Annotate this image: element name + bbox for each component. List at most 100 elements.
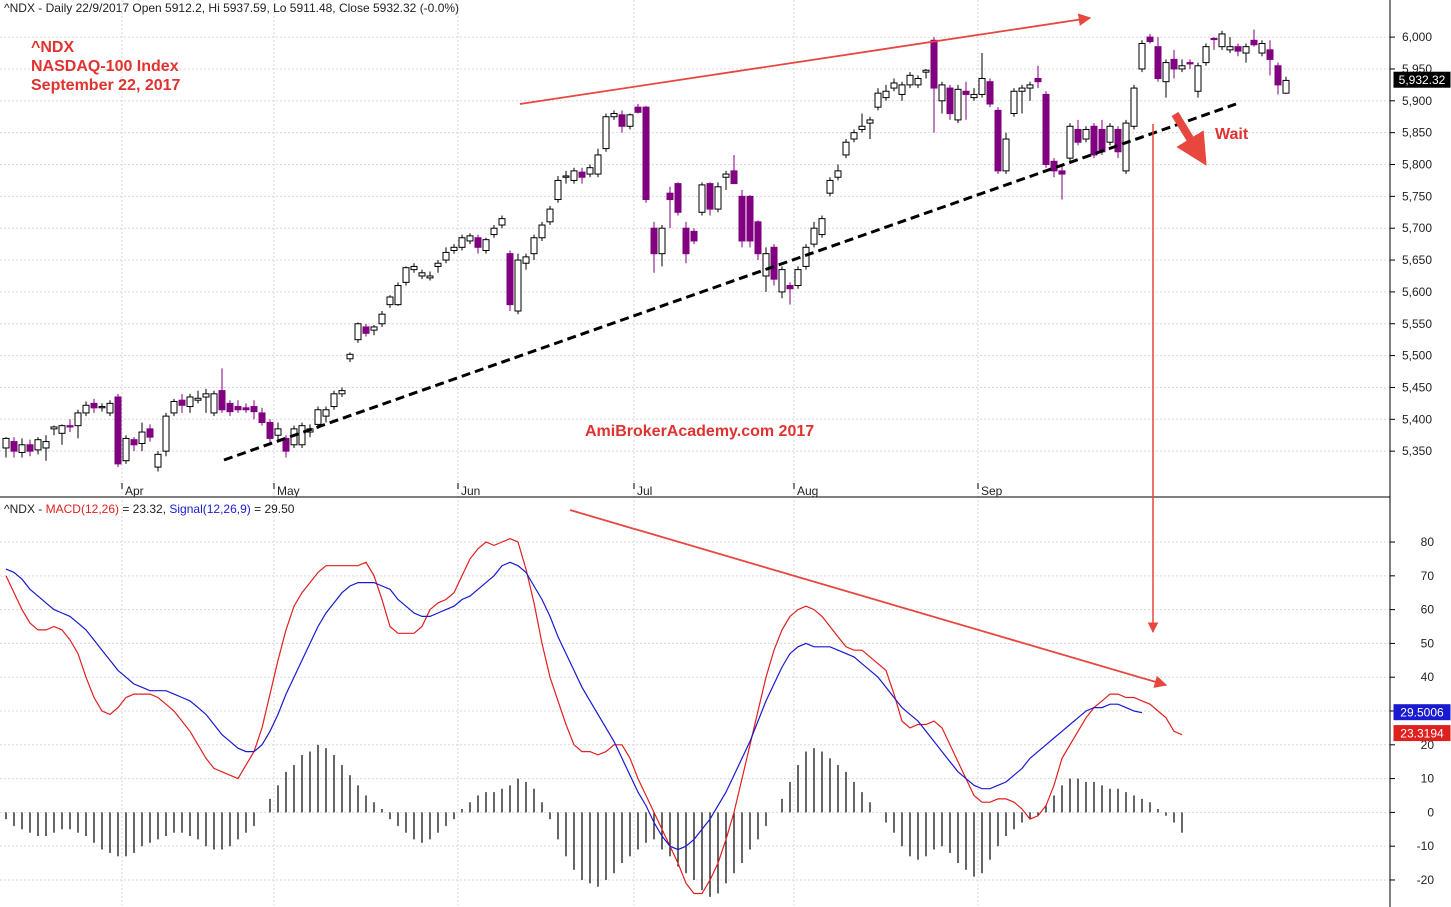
candle-body bbox=[210, 393, 218, 414]
candle-body bbox=[1186, 62, 1194, 65]
candle bbox=[818, 215, 826, 238]
candle bbox=[626, 113, 634, 130]
candle bbox=[106, 400, 114, 417]
last-price-badge-box bbox=[1393, 71, 1451, 88]
candle bbox=[1170, 49, 1178, 79]
candle-body bbox=[1058, 170, 1066, 175]
candle bbox=[34, 437, 42, 455]
resistance-trendline-arrow bbox=[519, 13, 1092, 105]
price-tick-label: 5,900 bbox=[1402, 94, 1432, 108]
candle bbox=[810, 221, 818, 248]
candle-body bbox=[1010, 90, 1018, 115]
candle bbox=[946, 84, 954, 120]
candle-body bbox=[690, 230, 698, 242]
candle-body bbox=[762, 253, 770, 277]
candle-body bbox=[1202, 46, 1210, 64]
candle-body bbox=[58, 425, 66, 434]
candle bbox=[858, 113, 866, 133]
candle-body bbox=[146, 428, 154, 438]
candle-body bbox=[858, 125, 866, 130]
macd-value-badge-box bbox=[1393, 725, 1451, 742]
candle-body bbox=[666, 192, 674, 201]
candle bbox=[1226, 37, 1234, 54]
candle-body bbox=[202, 393, 210, 398]
candle bbox=[738, 189, 746, 248]
candle-body bbox=[1178, 65, 1186, 70]
candle bbox=[1282, 76, 1290, 94]
candle bbox=[50, 425, 58, 436]
candle bbox=[666, 186, 674, 229]
candle-body bbox=[82, 404, 90, 414]
candle bbox=[586, 164, 594, 178]
candle bbox=[1234, 43, 1242, 57]
candle bbox=[1130, 84, 1138, 130]
candle bbox=[258, 407, 266, 426]
candle bbox=[1242, 43, 1250, 63]
candle bbox=[442, 247, 450, 264]
candle bbox=[570, 167, 578, 184]
candle-body bbox=[850, 132, 858, 140]
candle bbox=[1050, 158, 1058, 178]
candle-body bbox=[650, 227, 658, 255]
watermark-text: AmiBrokerAcademy.com 2017 bbox=[585, 423, 815, 440]
candle-body bbox=[490, 227, 498, 236]
candle bbox=[1218, 30, 1226, 50]
candle bbox=[610, 110, 618, 120]
annotations: 5,932.32 29.5006 23.3194 bbox=[223, 13, 1451, 742]
candle-body bbox=[114, 396, 122, 465]
candle-body bbox=[842, 141, 850, 156]
candle-body bbox=[250, 406, 258, 413]
candle-body bbox=[1066, 125, 1074, 159]
candle-body bbox=[802, 246, 810, 267]
candle-body bbox=[1130, 87, 1138, 127]
candle bbox=[194, 390, 202, 404]
candle-body bbox=[530, 237, 538, 255]
candle-body bbox=[258, 412, 266, 423]
candle bbox=[394, 282, 402, 306]
candle-body bbox=[1122, 122, 1130, 172]
candle-body bbox=[794, 269, 802, 287]
candle bbox=[1178, 59, 1186, 73]
candle-body bbox=[514, 259, 522, 312]
candle-body bbox=[50, 426, 58, 430]
candle-body bbox=[618, 114, 626, 127]
signal-line bbox=[5, 561, 1143, 851]
candle-body bbox=[642, 106, 650, 201]
candle-body bbox=[1042, 93, 1050, 166]
candle-body bbox=[1074, 128, 1082, 143]
candle bbox=[402, 266, 410, 286]
candle-body bbox=[386, 296, 394, 306]
candle bbox=[26, 439, 34, 457]
candle bbox=[634, 103, 642, 114]
price-tick-label: 5,800 bbox=[1402, 158, 1432, 172]
candle bbox=[1210, 37, 1218, 50]
candle-body bbox=[978, 78, 986, 95]
candle bbox=[690, 228, 698, 245]
candle-body bbox=[466, 235, 474, 242]
candle-body bbox=[1282, 79, 1290, 94]
candle-body bbox=[826, 179, 834, 194]
candle bbox=[842, 139, 850, 159]
candle bbox=[130, 437, 138, 452]
candle bbox=[906, 72, 914, 89]
candle bbox=[978, 53, 986, 98]
candle bbox=[66, 419, 74, 433]
wait-label: Wait bbox=[1215, 126, 1249, 143]
candle-body bbox=[586, 167, 594, 175]
candle-body bbox=[458, 237, 466, 248]
candle bbox=[1074, 119, 1082, 146]
candle bbox=[954, 84, 962, 124]
candle-body bbox=[1154, 46, 1162, 80]
candle-body bbox=[698, 184, 706, 213]
candle-body bbox=[98, 406, 106, 409]
price-panel bbox=[2, 29, 1290, 472]
candle-body bbox=[90, 402, 98, 409]
candle-body bbox=[810, 227, 818, 245]
candle-body bbox=[506, 253, 514, 306]
candle-body bbox=[74, 412, 82, 427]
candle bbox=[850, 129, 858, 143]
candle bbox=[122, 435, 130, 464]
candle bbox=[490, 225, 498, 238]
